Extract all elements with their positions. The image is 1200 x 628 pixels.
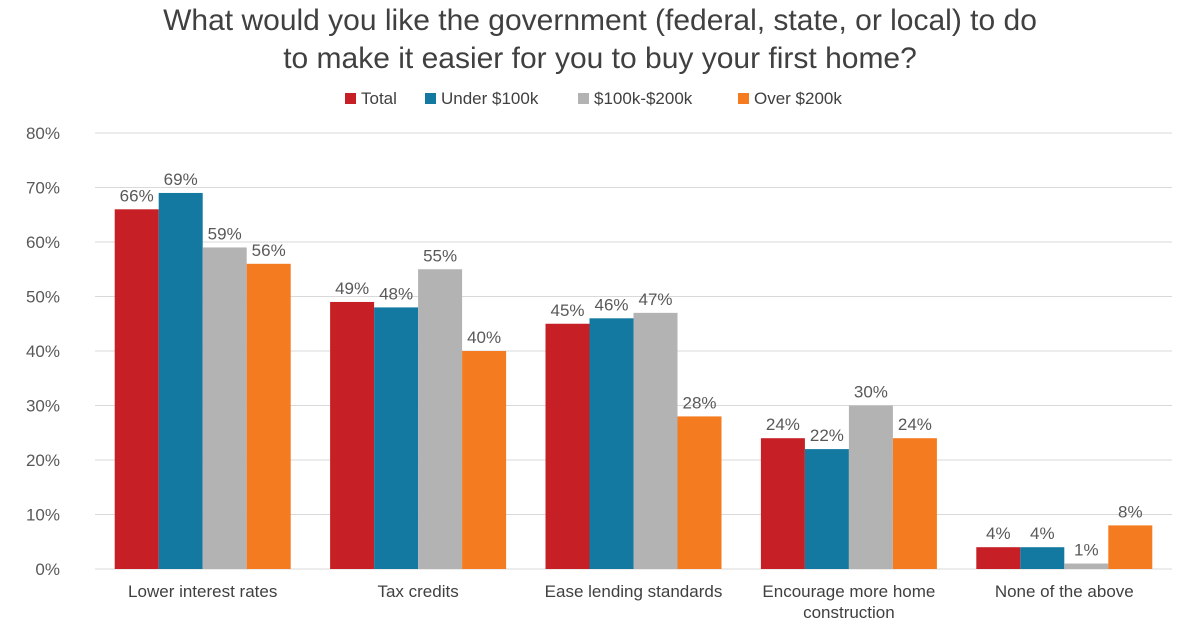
x-tick-label: Lower interest rates	[128, 582, 277, 601]
legend-swatch	[345, 93, 356, 104]
bar	[892, 438, 937, 569]
data-label: 48%	[379, 284, 413, 303]
bar	[202, 247, 247, 569]
data-label: 56%	[252, 241, 286, 260]
bar	[589, 318, 634, 569]
data-label: 4%	[1030, 524, 1055, 543]
bar	[677, 416, 722, 569]
y-tick-label: 40%	[26, 342, 60, 361]
y-tick-label: 80%	[26, 124, 60, 143]
bar	[246, 263, 291, 569]
bar	[374, 307, 419, 569]
x-tick-label: Ease lending standards	[545, 582, 723, 601]
data-label: 4%	[986, 524, 1011, 543]
y-tick-label: 30%	[26, 397, 60, 416]
chart-legend: Total Under $100k $100k-$200k Over $200k	[345, 89, 842, 108]
legend-label: Under $100k	[441, 89, 539, 108]
data-label: 49%	[335, 279, 369, 298]
legend-label: Total	[361, 89, 397, 108]
bar	[976, 547, 1021, 569]
chart-title: What would you like the government (fede…	[163, 4, 1037, 75]
bar	[545, 323, 590, 569]
x-axis: Lower interest rates Tax credits Ease lend…	[128, 582, 1134, 622]
data-label: 45%	[550, 301, 584, 320]
x-tick-label: Encourage more home	[762, 582, 935, 601]
data-label: 59%	[208, 224, 242, 243]
legend-label: Over $200k	[754, 89, 842, 108]
data-label: 66%	[120, 186, 154, 205]
bar	[158, 192, 203, 569]
data-label: 40%	[467, 328, 501, 347]
data-label: 22%	[810, 426, 844, 445]
bar	[1020, 547, 1065, 569]
y-tick-label: 50%	[26, 288, 60, 307]
y-tick-label: 60%	[26, 233, 60, 252]
y-tick-label: 70%	[26, 179, 60, 198]
data-label: 1%	[1074, 541, 1099, 560]
bar	[760, 438, 805, 569]
bar	[1064, 563, 1109, 569]
bar	[114, 209, 159, 570]
legend-swatch	[738, 93, 749, 104]
bar	[633, 312, 678, 569]
bar	[462, 351, 507, 569]
bar	[1108, 525, 1153, 569]
bar	[330, 301, 375, 569]
y-tick-label: 10%	[26, 506, 60, 525]
data-label: 46%	[594, 295, 628, 314]
bar	[804, 449, 849, 569]
bar	[418, 269, 463, 569]
bar	[848, 405, 893, 569]
legend-swatch	[425, 93, 436, 104]
data-label: 47%	[638, 290, 672, 309]
chart-title-line: What would you like the government (fede…	[163, 4, 1037, 37]
data-label: 28%	[682, 393, 716, 412]
y-tick-label: 20%	[26, 451, 60, 470]
x-tick-label: construction	[803, 603, 895, 622]
bars	[114, 192, 1153, 570]
y-axis: 0% 10% 20% 30% 40% 50% 60% 70% 80%	[26, 124, 60, 579]
data-labels: 66% 69% 59% 56% 49% 48% 55% 40% 45% 46% 47% 28% 24% 2…	[120, 170, 1143, 560]
data-label: 55%	[423, 246, 457, 265]
y-tick-label: 0%	[35, 560, 60, 579]
data-label: 8%	[1118, 502, 1143, 521]
chart-title-line: to make it easier for you to buy your fi…	[283, 42, 917, 75]
data-label: 30%	[854, 383, 888, 402]
x-tick-label: Tax credits	[377, 582, 458, 601]
legend-label: $100k-$200k	[594, 89, 693, 108]
data-label: 69%	[164, 170, 198, 189]
data-label: 24%	[898, 415, 932, 434]
x-tick-label: None of the above	[995, 582, 1134, 601]
legend-swatch	[578, 93, 589, 104]
data-label: 24%	[766, 415, 800, 434]
